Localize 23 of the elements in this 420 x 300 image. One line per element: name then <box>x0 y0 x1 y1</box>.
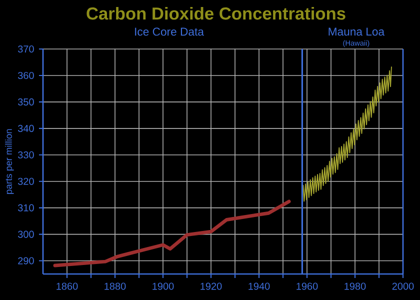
x-tick-label: 1940 <box>248 282 270 290</box>
chart-title: Carbon Dioxide Concentrations <box>86 6 346 20</box>
y-axis-title: parts per million <box>5 129 14 194</box>
x-tick-label: 1860 <box>56 282 78 290</box>
y-tick-label: 330 <box>18 151 34 158</box>
y-tick-label: 290 <box>18 257 34 264</box>
y-tick-label: 300 <box>18 230 34 238</box>
y-tick-label: 340 <box>18 124 34 132</box>
text: Mauna Loa <box>328 28 385 36</box>
x-tick-label: 1980 <box>344 282 366 290</box>
y-tick-label: 310 <box>18 204 34 212</box>
line-series <box>302 66 392 202</box>
x-tick-label: 1920 <box>200 282 222 290</box>
y-tick-label: 350 <box>18 98 34 106</box>
text: Ice Core Data <box>135 28 204 36</box>
y-tick-label: 360 <box>18 72 34 80</box>
y-tick-label: 320 <box>18 178 34 185</box>
x-tick-label: 1880 <box>104 282 126 290</box>
line-series <box>53 200 291 268</box>
x-tick-label: 1960 <box>296 282 318 290</box>
x-tick-label: 2000 <box>392 282 414 290</box>
x-tick-label: 1900 <box>152 282 174 290</box>
y-tick-label: 370 <box>18 45 34 53</box>
